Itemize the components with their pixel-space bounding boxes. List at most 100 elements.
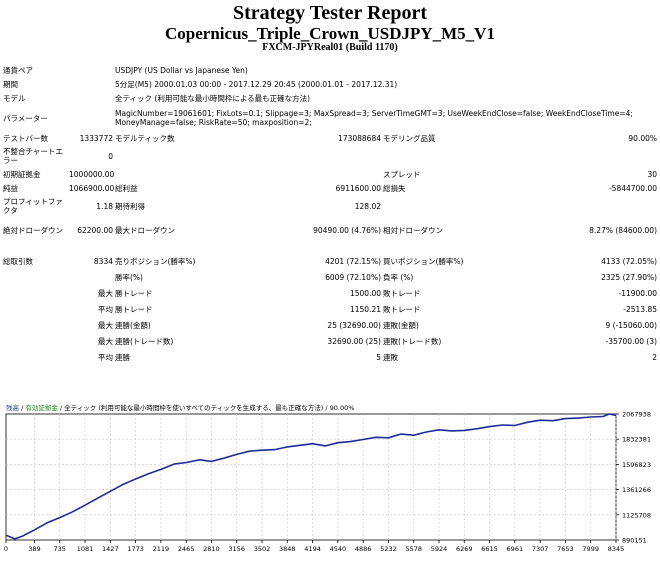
report-cell: 25 (32690.00) [327, 320, 381, 330]
report-title: Strategy Tester Report [232, 2, 428, 24]
report-cell: 勝トレード [115, 288, 153, 298]
y-tick-label: 1361266 [622, 486, 651, 494]
report-cell: 1066900.00 [69, 183, 114, 193]
report-cell [2, 333, 68, 349]
x-tick-label: 6615 [481, 545, 498, 553]
report-cell: 相対ドローダウン [383, 225, 443, 235]
report-cell: 4133 (72.05%) [601, 256, 658, 266]
report-row: 最大 連勝(金額) 25 (32690.00) 連敗(金額) 9 (-15060.00) [2, 317, 658, 333]
x-tick-label: 1773 [127, 545, 144, 553]
report-cell [2, 301, 68, 317]
report-cell: 勝トレード [115, 304, 153, 314]
report-cell [68, 269, 114, 285]
report-cell: 32690.00 (25) [327, 336, 381, 346]
x-tick-label: 5578 [405, 545, 422, 553]
x-tick-label: 3156 [228, 545, 245, 553]
report-row: 不整合チャートエラー 0 [2, 145, 658, 167]
report-row: 勝率(%) 6009 (72.10%) 負率 (%) 2325 (27.90%) [2, 269, 658, 285]
report-cell: 1333772 [79, 133, 113, 143]
report-cell: 総利益 [115, 183, 138, 193]
report-cell: 期間 [3, 79, 18, 89]
x-tick-label: 7307 [532, 545, 549, 553]
report-cell: プロフィットファクタ [3, 197, 63, 215]
report-row: プロフィットファクタ 1.18 期待利得 128.02 [2, 195, 658, 217]
report-cell: 90490.00 (4.76%) [313, 225, 381, 235]
report-cell: 5 [376, 352, 381, 362]
report-cell: -35700.00 (3) [605, 336, 658, 346]
report-cell [2, 269, 68, 285]
legend-balance: 残高 [6, 404, 19, 412]
balance-series-line [5, 413, 617, 540]
report-row: 通貨ペア USDJPY (US Dollar vs Japanese Yen) [2, 63, 658, 77]
legend-separator: / [19, 404, 26, 412]
x-tick-label: 8345 [608, 545, 625, 553]
report-subtitle: Copernicus_Triple_Crown_USDJPY_M5_V1 [165, 24, 495, 43]
x-tick-label: 2119 [153, 545, 170, 553]
report-cell: 90.00% [628, 133, 658, 143]
report-cell: 通貨ペア [3, 65, 33, 75]
x-tick-label: 6269 [456, 545, 473, 553]
report-row [2, 243, 658, 253]
report-cell: 6009 (72.10%) [325, 272, 381, 282]
report-row: 平均 勝トレード 1150.21 敗トレード -2513.85 [2, 301, 658, 317]
report-cell: 期待利得 [115, 201, 145, 211]
report-cell: 2 [652, 352, 658, 362]
report-cell: 8334 [93, 256, 113, 266]
report-cell: モデルティック数 [115, 133, 175, 143]
plot-area [5, 413, 617, 541]
report-cell [68, 243, 114, 253]
report-cell: 1150.21 [349, 304, 381, 314]
report-row: 平均 連勝 5 連敗 2 [2, 349, 658, 365]
report-cell: USDJPY (US Dollar vs Japanese Yen) [115, 65, 248, 75]
report-cell: 買いポジション(勝率%) [383, 256, 464, 266]
report-cell: 全ティック (利用可能な最小時間枠による最も正確な方法) [115, 93, 311, 103]
y-tick-label: 1125708 [622, 511, 651, 519]
report-cell: 純益 [3, 183, 18, 193]
report-cell: 勝率(%) [115, 272, 143, 282]
report-cell: 4201 (72.15%) [325, 256, 381, 266]
report-cell: 絶対ドローダウン [3, 225, 63, 235]
x-tick-label: 3848 [279, 545, 296, 553]
report-cell: 30 [647, 169, 658, 179]
x-tick-label: 6961 [507, 545, 524, 553]
report-cell: 平均 [98, 352, 113, 362]
report-cell: 連敗 [383, 352, 398, 362]
report-cell [500, 195, 658, 217]
x-tick-label: 2465 [178, 545, 195, 553]
report-row: 絶対ドローダウン 62200.00 最大ドローダウン 90490.00 (4.76%)… [2, 217, 658, 243]
report-cell: 連勝(トレード数) [115, 336, 174, 346]
report-row: 最大 勝トレード 1500.00 敗トレード -11900.00 [2, 285, 658, 301]
legend-description: / 全ティック (利用可能な最小時間枠を使いすべてのティックを生成する、最も正確… [57, 404, 355, 412]
report-cell: 1000000.00 [69, 169, 114, 179]
report-cell: MagicNumber=19061601; FixLots=0.1; Slipp… [115, 109, 633, 127]
report-cell: 5分足(M5) 2000.01.03 00:00 - 2017.12.29 20… [115, 79, 398, 89]
x-tick-label: 0 [4, 545, 8, 553]
chart-legend: 残高 / 有効証拠金 / 全ティック (利用可能な最小時間枠を使いすべてのティッ… [6, 404, 354, 412]
report-cell: 1500.00 [349, 288, 381, 298]
report-cell: 62200.00 [77, 225, 113, 235]
x-tick-label: 1081 [77, 545, 94, 553]
report-cell: 総取引数 [3, 256, 33, 266]
legend-equity: 有効証拠金 [25, 404, 58, 412]
report-cell: 9 (-15060.00) [605, 320, 658, 330]
report-cell: 6911600.00 [335, 183, 381, 193]
report-cell: 連勝 [115, 352, 130, 362]
x-tick-label: 735 [54, 545, 66, 553]
report-cell [382, 145, 500, 167]
report-cell [234, 167, 382, 181]
report-cell [2, 349, 68, 365]
report-row: 最大 連勝(トレード数) 32690.00 (25) 連敗(トレード数) -35700.… [2, 333, 658, 349]
report-cell [114, 243, 234, 253]
report-cell: 128.02 [354, 201, 381, 211]
report-row: 初期証拠金 1000000.00 スプレッド 30 [2, 167, 658, 181]
report-cell [2, 285, 68, 301]
x-tick-label: 4886 [355, 545, 372, 553]
report-cell: 連敗(金額) [383, 320, 419, 330]
build-info: FXCM-JPYReal01 (Build 1170) [262, 42, 398, 53]
report-cell: 総損失 [383, 183, 406, 193]
report-cell [114, 145, 234, 167]
y-tick-label: 890151 [622, 537, 647, 545]
x-tick-label: 2810 [203, 545, 220, 553]
report-row: パラメーター MagicNumber=19061601; FixLots=0.1;… [2, 105, 658, 131]
y-tick-label: 1596823 [622, 461, 651, 469]
